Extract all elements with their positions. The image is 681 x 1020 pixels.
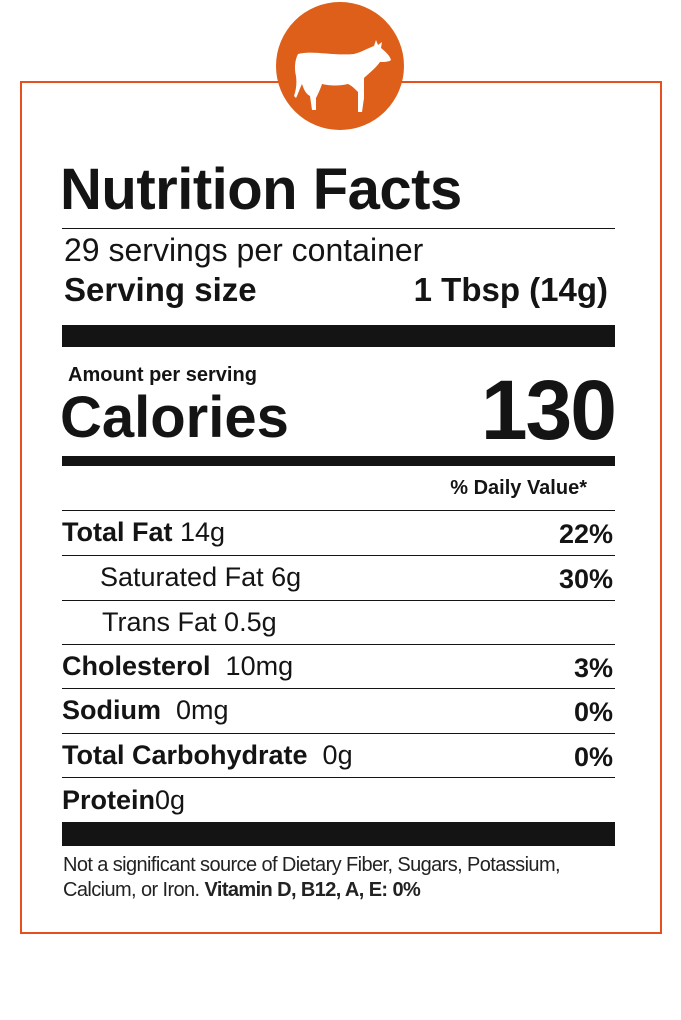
- daily-value-header: % Daily Value*: [450, 477, 587, 499]
- nutrient-dv: 0%: [573, 697, 613, 727]
- thick-bar: [62, 822, 615, 846]
- nutrient-name: Trans Fat: [102, 607, 217, 637]
- footnote-vitamins: Vitamin D, B12, A, E: 0%: [204, 879, 421, 901]
- nutrient-amount: 0.5g: [224, 607, 277, 637]
- divider: [62, 644, 615, 645]
- nutrient-name: Sodium: [62, 695, 161, 725]
- nutrient-amount: 0g: [322, 740, 353, 770]
- nutrient-amount: 0mg: [176, 695, 229, 725]
- nutrient-row-total-fat: Total Fat 14g 22%: [62, 511, 615, 555]
- divider: [62, 555, 615, 556]
- calories-label: Calories: [60, 385, 289, 450]
- divider: [62, 228, 615, 229]
- nutrient-name: Total Fat: [62, 517, 173, 547]
- calories-value: 130: [480, 363, 617, 457]
- divider: [62, 510, 615, 511]
- nutrient-row-total-carbohydrate: Total Carbohydrate 0g 0%: [62, 734, 615, 778]
- nutrient-dv: 0%: [573, 742, 613, 772]
- nutrient-amount: 10mg: [225, 651, 294, 681]
- nutrient-dv: 3%: [573, 653, 613, 683]
- nutrient-row-cholesterol: Cholesterol 10mg 3%: [62, 645, 615, 689]
- nutrient-amount: 0g: [155, 785, 186, 815]
- nutrient-name: Cholesterol: [62, 651, 211, 681]
- nutrient-name: Protein: [62, 785, 156, 815]
- footnote-text: Not a significant source of Dietary Fibe…: [63, 854, 561, 901]
- nutrient-row-protein: Protein0g: [62, 779, 615, 823]
- cow-icon: [294, 40, 391, 112]
- nutrient-row-sodium: Sodium 0mg 0%: [62, 689, 615, 733]
- divider: [62, 688, 615, 689]
- serving-size-label: Serving size: [64, 271, 257, 308]
- nutrient-name: Total Carbohydrate: [62, 740, 308, 770]
- title: Nutrition Facts: [60, 157, 462, 222]
- divider: [62, 733, 615, 734]
- amount-per-serving: Amount per serving: [68, 364, 257, 386]
- nutrient-dv: 22%: [558, 519, 613, 549]
- divider: [62, 600, 615, 601]
- nutrient-dv: 30%: [558, 564, 613, 594]
- servings-per-container: 29 servings per container: [64, 232, 424, 268]
- thick-bar: [62, 325, 615, 347]
- nutrient-amount: 6g: [271, 562, 302, 592]
- nutrient-amount: 14g: [180, 517, 226, 547]
- nutrient-row-trans-fat: Trans Fat 0.5g: [62, 601, 615, 645]
- badge: [276, 2, 404, 130]
- serving-size-value: 1 Tbsp (14g): [413, 271, 608, 308]
- nutrient-name: Saturated Fat: [100, 562, 264, 592]
- footnote: Not a significant source of Dietary Fibe…: [63, 853, 623, 903]
- nutrient-row-saturated-fat: Saturated Fat 6g 30%: [62, 556, 615, 600]
- divider: [62, 777, 615, 778]
- medium-bar: [62, 456, 615, 466]
